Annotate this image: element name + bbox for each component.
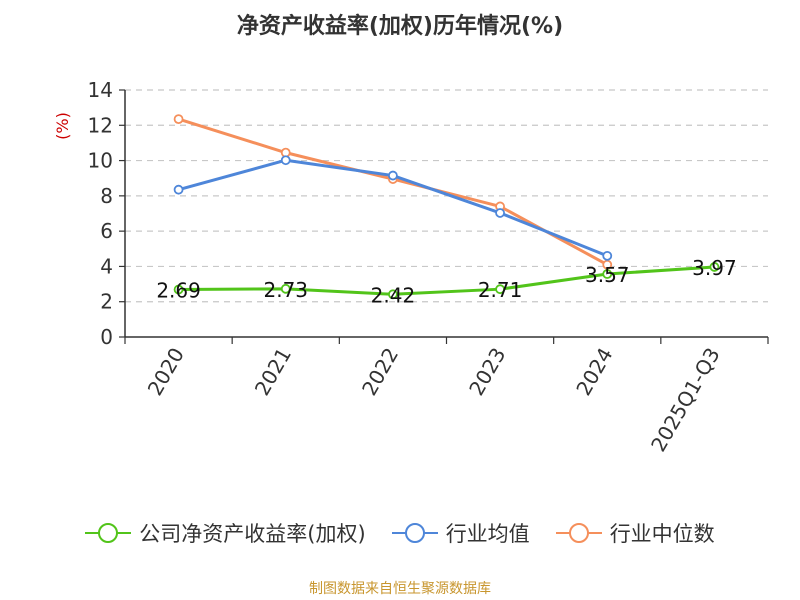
data-label-2022: 2.42	[371, 283, 416, 307]
y-axis-label: (%)	[53, 112, 72, 140]
y-tick-label-4: 4	[100, 254, 113, 278]
y-tick-label-10: 10	[88, 149, 113, 173]
point-s0-2023	[495, 284, 505, 295]
x-tick-label-2022: 2022	[357, 344, 403, 400]
series-line-2	[178, 117, 608, 266]
y-tick-label-8: 8	[100, 184, 113, 208]
legend-marker-industry-mean	[391, 523, 438, 543]
x-tick-label-2021: 2021	[250, 344, 296, 400]
legend-item-industry-mean[interactable]: 行业均值	[391, 518, 530, 548]
x-tick-label-2024: 2024	[571, 344, 617, 400]
data-label-2025Q1-Q3: 3.97	[692, 256, 737, 280]
legend-label-industry-median: 行业中位数	[609, 522, 715, 546]
legend-item-company[interactable]: 公司净资产收益率(加权)	[85, 518, 366, 548]
point-s1-2020	[173, 184, 184, 195]
y-tick-label-0: 0	[100, 325, 113, 349]
legend-item-industry-median[interactable]: 行业中位数	[555, 518, 715, 548]
data-label-2024: 3.57	[585, 263, 630, 287]
series-line-0	[178, 265, 715, 296]
data-label-2020: 2.69	[156, 279, 201, 303]
point-s1-2021	[280, 155, 291, 166]
data-label-2021: 2.73	[263, 278, 308, 302]
point-s0-2022	[388, 289, 398, 300]
data-label-2023: 2.71	[478, 278, 523, 302]
y-tick-label-14: 14	[88, 78, 113, 102]
point-s2-2020	[173, 114, 184, 125]
y-tick-label-12: 12	[88, 113, 113, 137]
legend: 公司净资产收益率(加权) 行业均值 行业中位数	[0, 518, 800, 548]
point-s0-2021	[280, 283, 291, 294]
x-tick-label-2025Q1-Q3: 2025Q1-Q3	[646, 344, 725, 456]
source-note: 制图数据来自恒生聚源数据库	[309, 581, 491, 597]
x-tick-label-2023: 2023	[464, 344, 510, 400]
series	[173, 114, 720, 300]
y-tick-label-6: 6	[100, 219, 113, 243]
line-chart: 0 2 4 6 8 10 12 14 2020 2021 2022 2023 2024 2025Q1-Q3…	[53, 78, 769, 456]
point-s1-2024	[602, 250, 613, 261]
point-s1-2022	[388, 170, 398, 181]
point-s1-2023	[495, 208, 505, 218]
point-s0-2020	[173, 284, 184, 295]
legend-marker-industry-median	[555, 523, 602, 543]
data-labels: 2.69 2.73 2.42 2.71 3.57 3.97	[156, 256, 736, 307]
x-tick-label-2020: 2020	[143, 344, 189, 400]
point-s0-2024	[602, 269, 613, 279]
legend-label-industry-mean: 行业均值	[445, 522, 530, 546]
chart-title: 净资产收益率(加权)历年情况(%)	[236, 14, 564, 39]
point-s0-2025Q1-Q3	[709, 262, 720, 272]
legend-marker-company	[85, 523, 132, 543]
y-tick-label-2: 2	[100, 290, 113, 314]
legend-label-company: 公司净资产收益率(加权)	[139, 522, 366, 546]
